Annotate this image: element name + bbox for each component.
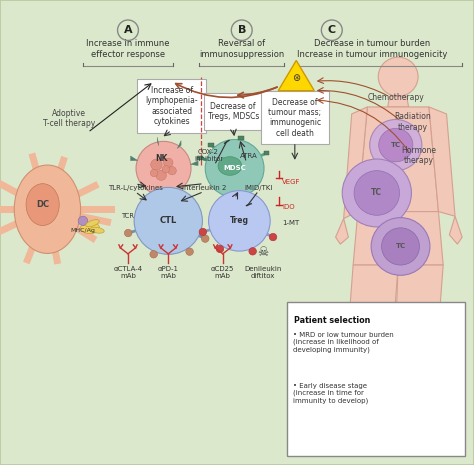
FancyBboxPatch shape [287,302,465,456]
Text: αPD-1
mAb: αPD-1 mAb [158,266,179,279]
Circle shape [136,141,191,195]
Polygon shape [177,141,181,148]
Circle shape [168,166,176,175]
Circle shape [164,158,173,167]
Circle shape [150,169,158,177]
Circle shape [201,235,209,242]
Polygon shape [396,265,443,328]
FancyBboxPatch shape [204,93,263,130]
Circle shape [382,228,419,265]
Circle shape [269,233,277,241]
Ellipse shape [26,184,59,226]
Text: Interleukin 2: Interleukin 2 [182,186,226,191]
Polygon shape [358,107,438,212]
Circle shape [162,166,170,173]
Circle shape [370,120,422,171]
Ellipse shape [90,227,104,233]
Circle shape [78,216,88,226]
Text: Radiation
therapy: Radiation therapy [394,112,431,132]
Circle shape [371,218,430,275]
Circle shape [209,191,270,251]
Circle shape [321,20,342,40]
Circle shape [378,57,418,96]
Circle shape [342,159,411,227]
Polygon shape [388,96,409,107]
Text: TC: TC [371,188,383,198]
Text: Decrease of
tumour mass;
immunogenic
cell death: Decrease of tumour mass; immunogenic cel… [268,98,321,138]
Circle shape [156,170,166,180]
Polygon shape [191,161,198,166]
Circle shape [249,247,256,255]
Ellipse shape [81,222,100,233]
Polygon shape [278,60,314,91]
Circle shape [231,20,252,40]
Text: MDSC: MDSC [223,166,246,171]
Circle shape [134,187,202,254]
Text: Chemotherapy: Chemotherapy [367,93,424,102]
Text: Hormone
therapy: Hormone therapy [401,146,436,166]
Polygon shape [157,137,159,146]
Text: Patient selection: Patient selection [294,316,370,325]
Circle shape [151,159,162,170]
Text: VEGF: VEGF [282,179,301,185]
Bar [264,151,270,155]
FancyBboxPatch shape [261,91,329,144]
Text: αCD25
mAb: αCD25 mAb [211,266,235,279]
Text: C: C [328,25,336,35]
Polygon shape [429,107,455,216]
Text: A: A [124,25,132,35]
Text: Increase of
lymphopenia-
associated
cytokines: Increase of lymphopenia- associated cyto… [145,86,198,126]
Text: CTL: CTL [160,216,177,226]
Circle shape [118,20,138,40]
Bar [197,156,203,159]
Circle shape [205,140,264,197]
Circle shape [186,248,193,255]
Text: Reversal of
immunosuppression: Reversal of immunosuppression [199,39,284,59]
Text: DC: DC [36,200,49,209]
Polygon shape [130,156,137,160]
Text: NK: NK [155,153,167,163]
Text: TC: TC [391,142,401,148]
Text: Denileukin
diftitox: Denileukin diftitox [245,266,282,279]
Text: MHC/Ag: MHC/Ag [71,228,95,232]
Circle shape [124,229,132,237]
Text: TCR: TCR [121,213,135,219]
Text: αCTLA-4
mAb: αCTLA-4 mAb [113,266,143,279]
Bar [208,143,214,146]
Ellipse shape [14,165,81,253]
Polygon shape [344,107,367,219]
Text: IMID/TKI: IMID/TKI [244,186,273,191]
Circle shape [199,228,207,236]
Polygon shape [348,265,398,328]
Text: Decrease in tumour burden
Increase in tumour immunogenicity: Decrease in tumour burden Increase in tu… [297,39,447,59]
Text: TC: TC [395,244,406,249]
Text: Treg: Treg [230,216,249,226]
Circle shape [354,171,400,215]
Text: Increase in immune
effector response: Increase in immune effector response [86,39,170,59]
Text: Decrease of
Tregs, MDSCs: Decrease of Tregs, MDSCs [208,102,259,121]
Polygon shape [353,212,443,265]
Text: 1-MT: 1-MT [282,220,299,226]
Text: • MRD or low tumour burden
(increase in likelihood of
developing immunity): • MRD or low tumour burden (increase in … [293,332,394,352]
Circle shape [150,251,157,258]
Text: ☠: ☠ [257,246,269,259]
Ellipse shape [86,219,99,227]
Text: Adoptive
T-cell therapy: Adoptive T-cell therapy [43,109,95,128]
Text: TLR-L/cytokines: TLR-L/cytokines [108,186,163,191]
Text: ATRA: ATRA [240,153,258,159]
Text: COX-2
inhibitor: COX-2 inhibitor [194,149,223,162]
Ellipse shape [218,157,242,175]
Text: B: B [237,25,246,35]
Polygon shape [336,219,348,244]
Circle shape [379,128,413,162]
Text: • Early disease stage
(increase in time for
immunity to develop): • Early disease stage (increase in time … [293,383,368,404]
Text: ⊛: ⊛ [292,73,301,83]
FancyBboxPatch shape [137,79,206,133]
Bar [238,136,244,140]
Text: IDO: IDO [282,204,295,210]
Circle shape [216,245,224,252]
Polygon shape [449,216,462,244]
